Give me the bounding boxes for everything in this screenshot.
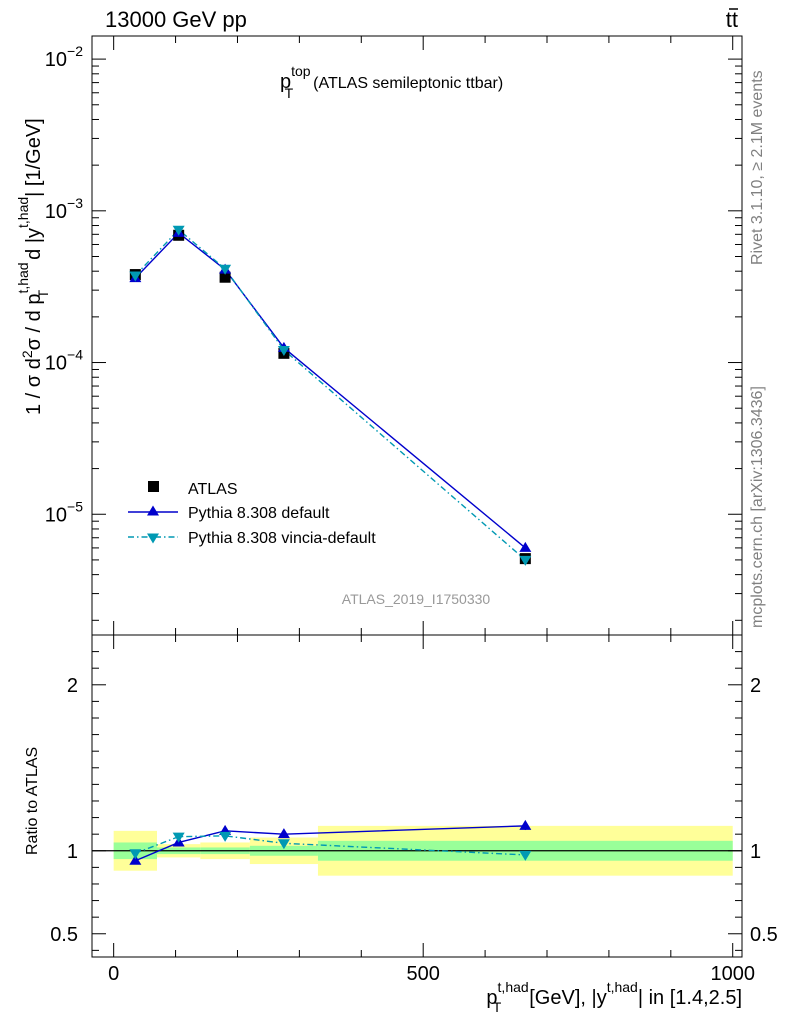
series-1-point [172, 225, 185, 236]
legend: ATLAS Pythia 8.308 default Pythia 8.308 … [128, 481, 376, 547]
y-axis-label: 1 / σ d2σ / d pt,hadTd |yt,had| [1/GeV] [15, 118, 51, 415]
y-tick-exp: −2 [67, 43, 83, 59]
series-1-point [219, 264, 232, 275]
series-0-point [519, 541, 532, 552]
data-point [219, 271, 231, 283]
xlabel-end: | in [1.4,2.5] [638, 987, 742, 1009]
x-axis-label: pt,had T [GeV], |yt,had| in [1.4,2.5] [486, 979, 742, 1015]
ylabel-d: | [1/GeV] [23, 118, 45, 197]
ratio-series-1-point [519, 850, 532, 861]
ratio-series-1-point [129, 849, 142, 860]
ratio-frame [91, 634, 743, 958]
ylabel-supB: t,had [15, 262, 31, 293]
y-tick-base: 10 [45, 49, 67, 71]
y-tick-base: 10 [45, 201, 67, 223]
ratio-series-1-point [219, 831, 232, 842]
title-sub: T [285, 85, 294, 101]
ratio-y-tick-label-right: 1 [750, 841, 761, 863]
chart-title: ptop T (ATLAS semileptonic ttbar) [280, 63, 503, 101]
ratio-panel: 0 500 1000 0.5 0.5 1 1 2 2 [50, 634, 778, 985]
ylabel-sq: 2 [19, 350, 35, 358]
y-tick-exp: −3 [67, 195, 83, 211]
legend-label-atlas: ATLAS [188, 481, 238, 498]
xlabel-sub: T [493, 999, 502, 1015]
analysis-id: ATLAS_2019_I1750330 [342, 591, 491, 607]
ratio-series-0-point [519, 819, 532, 830]
ylabel-c: d |y [23, 228, 45, 260]
y-tick-label: 10−2 [45, 43, 83, 71]
ylabel-supC: t,had [15, 197, 31, 228]
series-1-point [277, 345, 290, 356]
legend-label-vincia: Pythia 8.308 vincia-default [188, 530, 376, 547]
y-tick-base: 10 [45, 353, 67, 375]
title-rest: (ATLAS semileptonic ttbar) [313, 75, 503, 92]
ratio-y-tick-label: 0.5 [50, 924, 78, 946]
ratio-series-line-1 [135, 835, 526, 856]
y-tick-base: 10 [45, 504, 67, 526]
legend-marker-default [147, 505, 159, 516]
ratio-y-label: Ratio to ATLAS [24, 747, 41, 855]
mcplots-label: mcplots.cern.ch [arXiv:1306.3436] [749, 386, 766, 628]
y-tick-label: 10−4 [45, 347, 83, 375]
ratio-y-tick-label-right: 2 [750, 675, 761, 697]
ylabel-subT: T [35, 289, 51, 298]
xlabel-mid: [GeV], |y [529, 987, 606, 1009]
main-panel: 10−510−410−310−2 [45, 35, 743, 636]
title-sup: top [291, 63, 311, 79]
title-p: p [280, 71, 291, 93]
y-tick-label: 10−3 [45, 195, 83, 223]
y-tick-exp: −5 [67, 498, 83, 514]
ratio-axes: 0 500 1000 0.5 0.5 1 1 2 2 [50, 635, 778, 985]
rivet-label: Rivet 3.1.10, ≥ 2.1M events [749, 70, 766, 265]
xlabel-sup2: t,had [607, 979, 638, 995]
y-tick-exp: −4 [67, 347, 83, 363]
ylabel-a: 1 / σ d [23, 358, 45, 415]
ratio-series-1-point [172, 832, 185, 843]
x-tick-label: 0 [108, 963, 119, 985]
legend-marker-vincia [147, 533, 159, 544]
ratio-y-tick-label: 1 [67, 841, 78, 863]
main-plot-area [129, 225, 532, 566]
ratio-y-tick-label: 2 [67, 675, 78, 697]
x-tick-label: 500 [407, 963, 440, 985]
y-tick-label: 10−5 [45, 498, 83, 526]
xlabel-p: p [486, 987, 497, 1009]
x-tick-label: 1000 [710, 963, 755, 985]
energy-label: 13000 GeV pp [105, 7, 247, 32]
ylabel-b: σ / d p [23, 294, 45, 351]
legend-marker-atlas [148, 481, 159, 492]
ratio-y-tick-label-right: 0.5 [750, 924, 778, 946]
ratio-series-1-point [277, 839, 290, 850]
process-label: tt [726, 7, 738, 32]
process-main: tt [726, 7, 738, 32]
ratio-plot-area [92, 819, 742, 876]
legend-label-default: Pythia 8.308 default [188, 505, 330, 522]
main-axes: 10−510−410−310−2 [45, 36, 742, 635]
ratio-series-0-point [129, 854, 142, 865]
series-1-point [129, 271, 142, 282]
series-1-point [519, 555, 532, 566]
xlabel-sup1: t,had [498, 979, 529, 995]
ratio-series-0-point [277, 828, 290, 839]
